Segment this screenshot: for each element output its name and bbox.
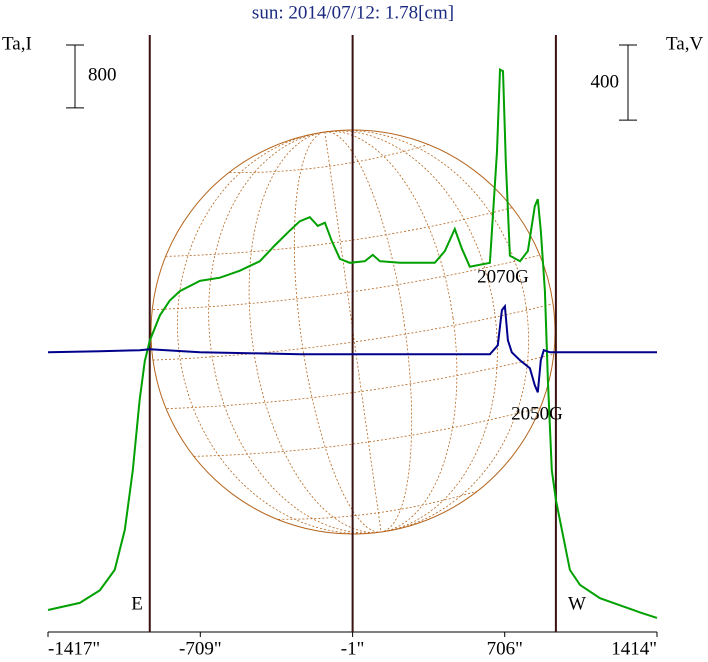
annotation: W: [568, 593, 586, 614]
annotation: E: [131, 593, 143, 614]
scale-bar-label: 800: [88, 64, 117, 85]
x-tick-label: 1414": [611, 638, 657, 659]
x-tick-label: 706": [487, 638, 523, 659]
annotation: 2070G: [477, 266, 529, 287]
annotation: 2050G: [511, 403, 563, 424]
series-line: [47, 303, 657, 393]
scale-bar-label: 400: [591, 71, 620, 92]
y2-axis-label: Ta,V: [666, 33, 703, 54]
y-axis-label: Ta,I: [2, 33, 32, 54]
x-tick-label: -1417": [48, 638, 100, 659]
x-tick-label: -1": [341, 638, 365, 659]
x-tick-label: -709": [179, 638, 222, 659]
solar-disk: [150, 129, 556, 535]
chart-title: sun: 2014/07/12: 1.78[cm]: [252, 2, 454, 23]
